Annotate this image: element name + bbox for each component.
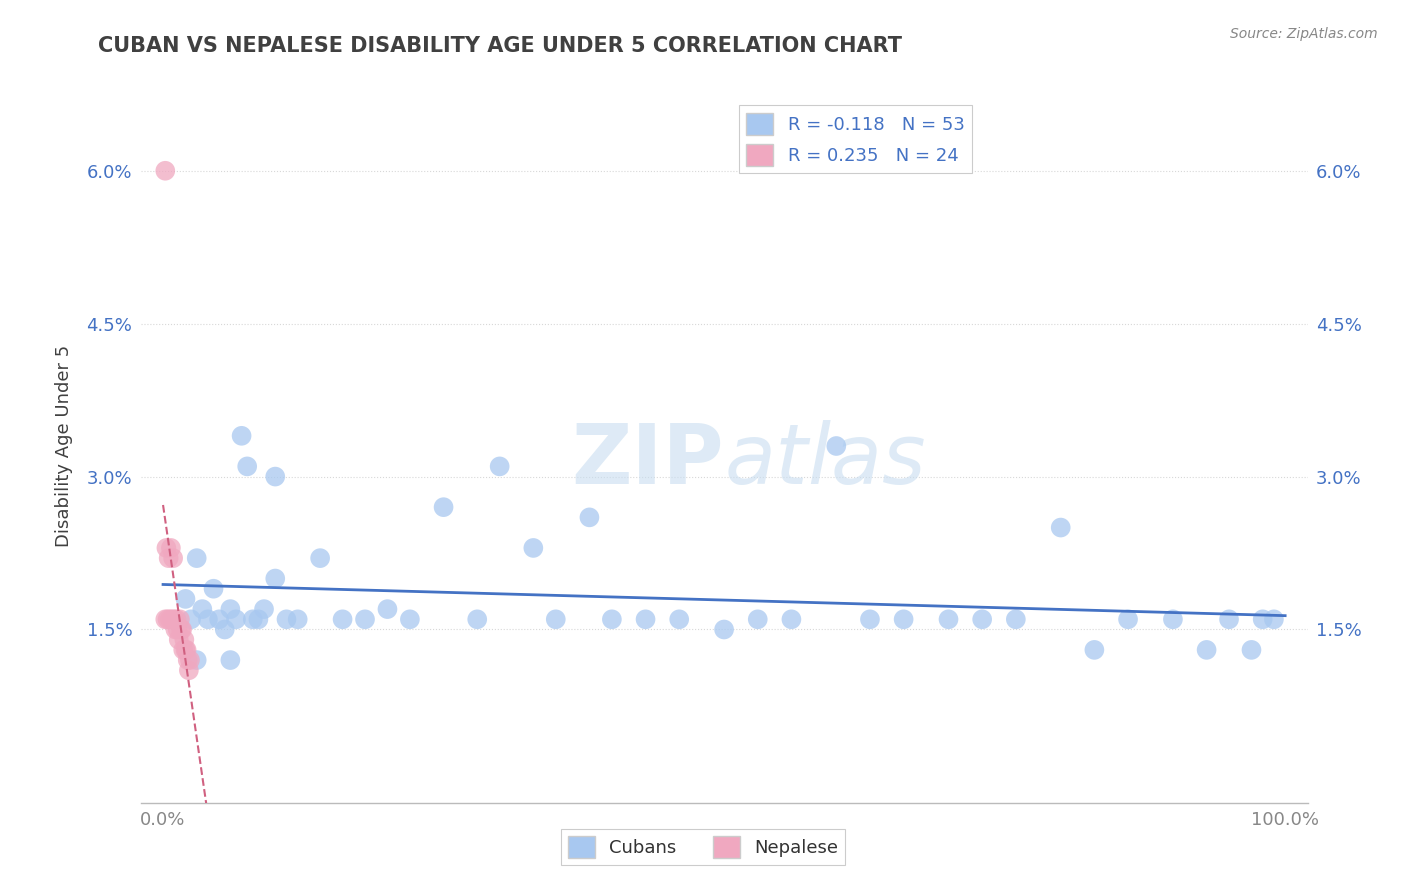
Point bbox=[276, 612, 298, 626]
Point bbox=[174, 591, 197, 606]
Point bbox=[488, 459, 510, 474]
Point bbox=[1240, 643, 1263, 657]
Point bbox=[893, 612, 915, 626]
Point bbox=[747, 612, 769, 626]
Point bbox=[578, 510, 600, 524]
Point bbox=[242, 612, 264, 626]
Legend: Cubans, Nepalese: Cubans, Nepalese bbox=[561, 829, 845, 865]
Point bbox=[399, 612, 422, 626]
Point bbox=[214, 623, 236, 637]
Point bbox=[377, 602, 399, 616]
Text: ZIP: ZIP bbox=[572, 420, 724, 500]
Point bbox=[167, 632, 190, 647]
Point bbox=[172, 623, 194, 637]
Point bbox=[157, 551, 180, 566]
Point bbox=[162, 551, 184, 566]
Point bbox=[197, 612, 219, 626]
Point bbox=[1116, 612, 1139, 626]
Point bbox=[191, 602, 214, 616]
Point bbox=[780, 612, 803, 626]
Point bbox=[160, 612, 183, 626]
Point bbox=[208, 612, 231, 626]
Point bbox=[172, 643, 194, 657]
Point bbox=[173, 632, 195, 647]
Point bbox=[938, 612, 960, 626]
Point bbox=[186, 551, 208, 566]
Y-axis label: Disability Age Under 5: Disability Age Under 5 bbox=[55, 345, 73, 547]
Point bbox=[1195, 643, 1218, 657]
Point bbox=[600, 612, 623, 626]
Point bbox=[165, 623, 187, 637]
Point bbox=[634, 612, 657, 626]
Point bbox=[432, 500, 454, 515]
Point bbox=[219, 602, 242, 616]
Point bbox=[522, 541, 544, 555]
Point bbox=[247, 612, 270, 626]
Point bbox=[202, 582, 225, 596]
Point bbox=[180, 612, 202, 626]
Point bbox=[219, 653, 242, 667]
Point bbox=[332, 612, 354, 626]
Point bbox=[186, 653, 208, 667]
Point bbox=[159, 612, 181, 626]
Point bbox=[156, 612, 179, 626]
Point bbox=[179, 653, 201, 667]
Point bbox=[253, 602, 276, 616]
Point bbox=[155, 541, 177, 555]
Point bbox=[170, 623, 193, 637]
Point bbox=[1218, 612, 1240, 626]
Point bbox=[1263, 612, 1285, 626]
Point bbox=[287, 612, 309, 626]
Point bbox=[668, 612, 690, 626]
Text: atlas: atlas bbox=[724, 420, 925, 500]
Point bbox=[176, 643, 198, 657]
Point bbox=[713, 623, 735, 637]
Point bbox=[544, 612, 567, 626]
Point bbox=[1161, 612, 1184, 626]
Point bbox=[1049, 520, 1071, 534]
Point bbox=[1004, 612, 1026, 626]
Point bbox=[264, 469, 287, 483]
Point bbox=[859, 612, 882, 626]
Text: CUBAN VS NEPALESE DISABILITY AGE UNDER 5 CORRELATION CHART: CUBAN VS NEPALESE DISABILITY AGE UNDER 5… bbox=[98, 36, 903, 55]
Point bbox=[166, 623, 188, 637]
Point bbox=[225, 612, 247, 626]
Point bbox=[169, 612, 191, 626]
Point bbox=[1083, 643, 1105, 657]
Point bbox=[163, 612, 186, 626]
Point bbox=[236, 459, 259, 474]
Point bbox=[1251, 612, 1274, 626]
Point bbox=[155, 612, 177, 626]
Point bbox=[264, 572, 287, 586]
Point bbox=[354, 612, 377, 626]
Point bbox=[972, 612, 994, 626]
Point bbox=[231, 429, 253, 443]
Point bbox=[166, 612, 188, 626]
Point bbox=[155, 163, 177, 178]
Point bbox=[465, 612, 488, 626]
Legend: R = -0.118   N = 53, R = 0.235   N = 24: R = -0.118 N = 53, R = 0.235 N = 24 bbox=[740, 105, 972, 173]
Point bbox=[177, 663, 200, 677]
Point bbox=[160, 541, 183, 555]
Point bbox=[177, 653, 200, 667]
Point bbox=[309, 551, 332, 566]
Point bbox=[174, 643, 197, 657]
Text: Source: ZipAtlas.com: Source: ZipAtlas.com bbox=[1230, 27, 1378, 41]
Point bbox=[825, 439, 848, 453]
